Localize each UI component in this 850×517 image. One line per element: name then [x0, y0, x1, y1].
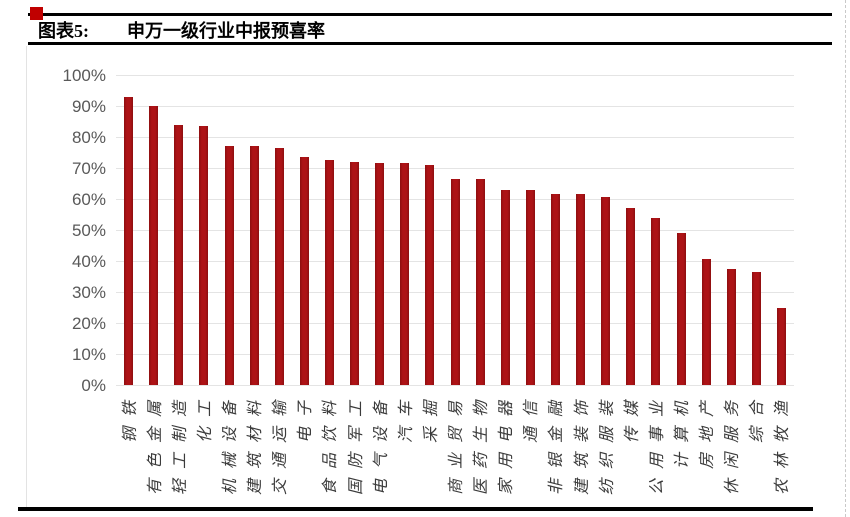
x-axis-category-label: 国防军工 [345, 391, 365, 496]
x-axis-category-label: 通信 [521, 391, 541, 444]
bar [174, 124, 184, 385]
y-axis-tick-label: 100% [62, 66, 106, 85]
top-rule [28, 13, 832, 16]
bar [776, 307, 786, 385]
bar [475, 178, 485, 385]
y-axis-tick-label: 20% [71, 314, 106, 333]
x-axis-category-label: 机械设备 [220, 391, 239, 496]
x-axis-category-label: 纺织服装 [596, 391, 616, 496]
bar [701, 259, 711, 385]
bar [224, 146, 234, 385]
gridline [116, 137, 794, 138]
bar [751, 271, 761, 385]
bar-chart: 0% 10% 20% 30% 40% 50% 60% 70% 80% 90% 100% 钢铁 有色金属轻… [0, 46, 850, 506]
x-axis-category-label: 休闲服务 [722, 391, 742, 496]
bar [400, 163, 410, 385]
bar [350, 161, 360, 385]
bar [249, 146, 259, 385]
x-axis-category-label: 有色金属 [144, 391, 164, 496]
x-axis-category-label: 化工 [194, 391, 214, 444]
x-axis-category-label: 建筑装饰 [571, 391, 591, 496]
x-axis-category-label: 汽车 [395, 391, 415, 444]
x-axis-category-label: 电子 [295, 391, 315, 444]
bar [576, 194, 586, 385]
figure-label: 图表5: [38, 21, 89, 41]
y-axis-tick-label: 30% [71, 283, 106, 302]
x-axis-category-label: 房地产 [697, 391, 717, 470]
figure-left-border [26, 46, 27, 507]
bar [375, 163, 385, 385]
x-axis-category-label: 采掘 [420, 391, 440, 444]
x-axis-category-label: 农林牧渔 [772, 391, 792, 496]
gridline [116, 75, 794, 76]
x-axis-category-label: 建筑材料 [245, 391, 265, 496]
x-axis-category-label: 非银金融 [546, 391, 566, 496]
bar [525, 189, 535, 385]
bar [500, 189, 510, 385]
x-axis-category-label: 传媒 [621, 391, 641, 444]
x-axis-category-label: 医药生物 [471, 391, 491, 496]
bar [274, 147, 284, 385]
bar [149, 106, 159, 385]
gridline [116, 106, 794, 107]
y-axis-tick-label: 50% [71, 221, 106, 240]
x-axis-category-label: 电气设备 [370, 391, 390, 496]
x-axis-category-label: 食品饮料 [320, 391, 340, 496]
x-axis-category-label: 轻工制造 [169, 391, 189, 496]
x-axis-category-label: 综合 [747, 391, 767, 444]
bar [651, 217, 661, 385]
x-axis-category-label: 计算机 [672, 391, 691, 470]
y-axis-tick-label: 10% [71, 345, 106, 364]
bar [676, 233, 686, 385]
y-axis-tick-label: 70% [71, 159, 106, 178]
y-axis-tick-label: 80% [71, 128, 106, 147]
bar [626, 208, 636, 385]
x-axis-category-label: 交通运输 [270, 391, 290, 496]
x-axis-category-label: 家用电器 [496, 391, 516, 496]
bar [299, 157, 309, 385]
page-right-edge [845, 0, 846, 517]
bar [550, 194, 560, 385]
bar [601, 197, 611, 385]
bar [726, 268, 736, 385]
y-axis-tick-label: 60% [71, 190, 106, 209]
bottom-rule [18, 507, 813, 511]
gridline [116, 168, 794, 169]
bar [124, 96, 134, 385]
y-axis-tick-label: 90% [71, 97, 106, 116]
y-axis-tick-label: 0% [81, 376, 106, 395]
y-axis-tick-label: 40% [71, 252, 106, 271]
bar [324, 160, 334, 385]
bar [450, 178, 460, 385]
title-underline-rule [28, 42, 832, 45]
figure-titlebar: 图表5: 申万一级行业中报预喜率 [38, 19, 325, 41]
bar [199, 126, 209, 385]
x-axis-category-label: 商业贸易 [446, 391, 465, 496]
x-axis-category-label: 公用事业 [646, 391, 666, 496]
figure-title: 申万一级行业中报预喜率 [127, 21, 325, 41]
bar [425, 164, 435, 385]
x-axis-category-label: 钢铁 [119, 391, 139, 444]
gridline [116, 385, 794, 386]
red-square-bullet-icon [30, 7, 43, 20]
